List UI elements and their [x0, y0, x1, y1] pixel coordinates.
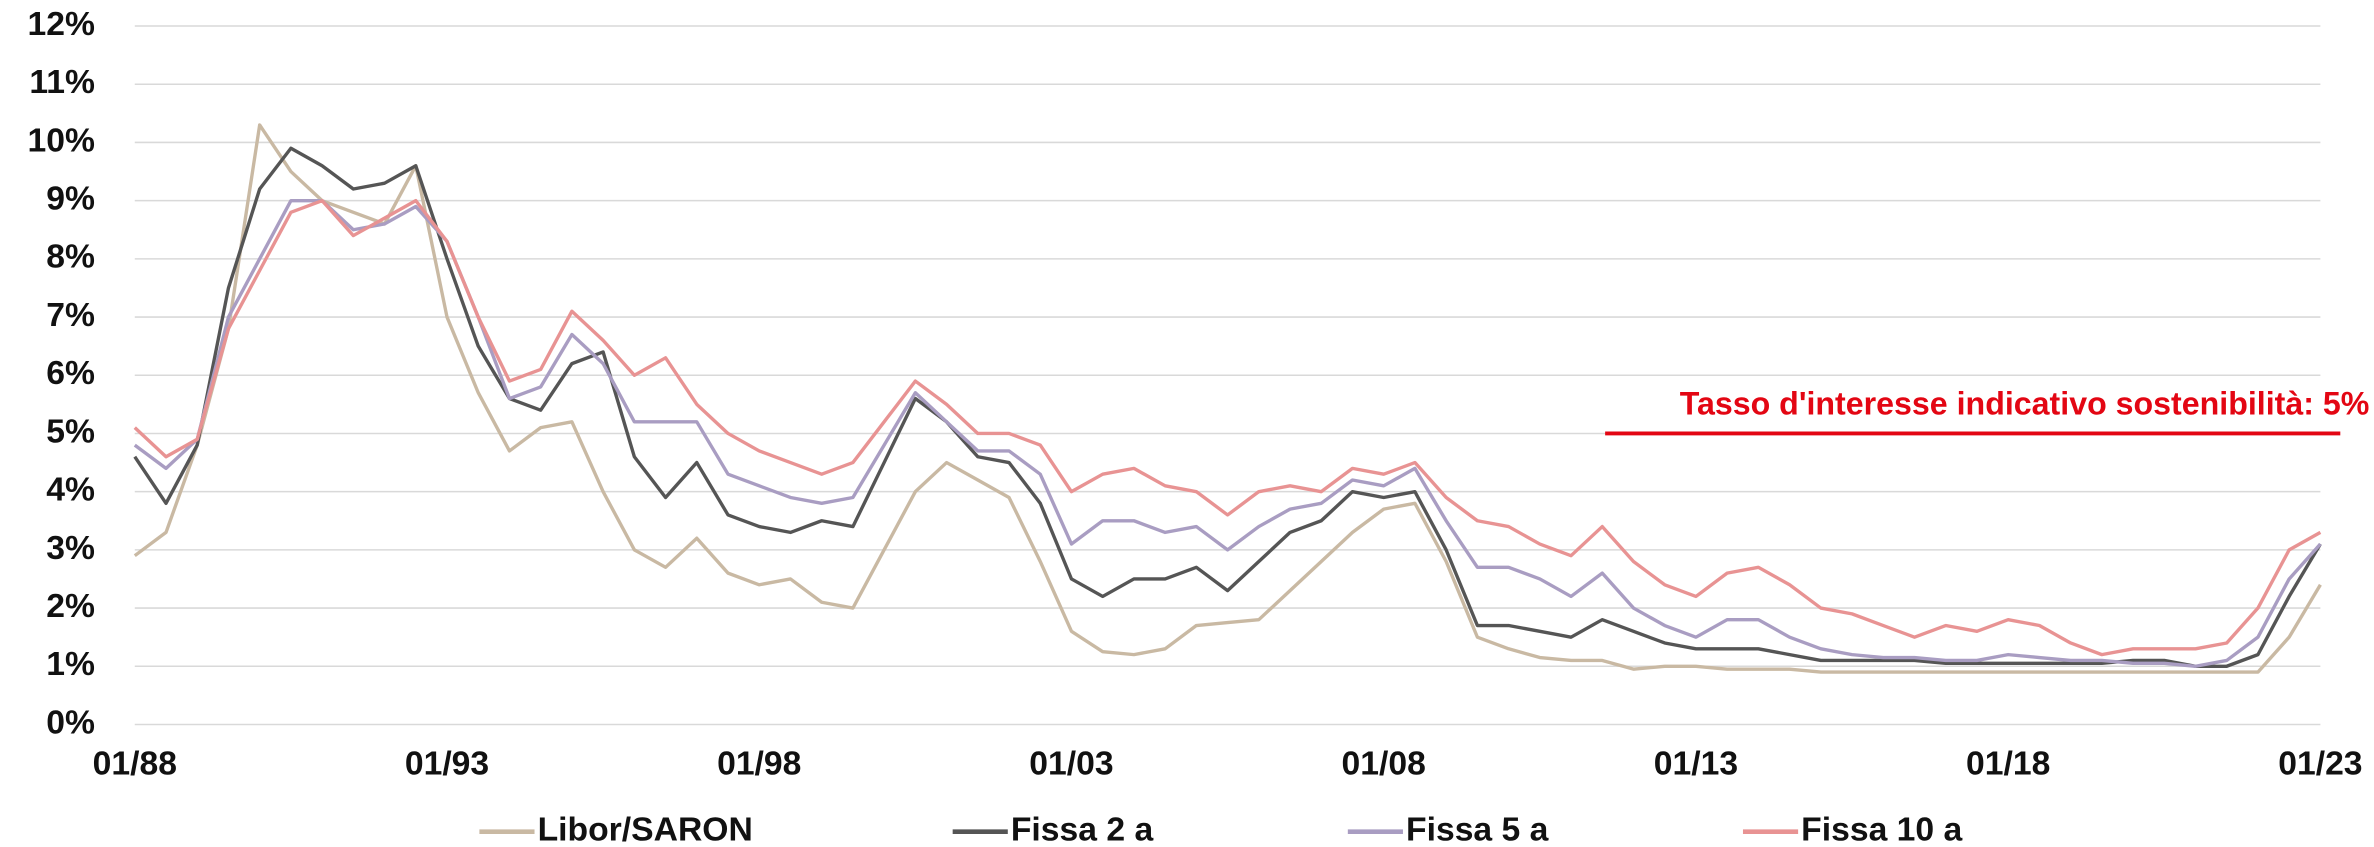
x-tick-label: 01/18: [1966, 746, 2050, 783]
y-tick-label: 9%: [46, 181, 95, 218]
legend-label: Fissa 5 a: [1406, 812, 1549, 847]
legend-label: Fissa 2 a: [1011, 812, 1154, 847]
y-tick-label: 6%: [46, 355, 95, 392]
y-tick-label: 4%: [46, 472, 95, 509]
series-line: [133, 198, 2322, 668]
x-tick-label: 01/88: [93, 746, 177, 783]
y-tick-label: 10%: [28, 122, 95, 159]
x-tick-label: 01/98: [717, 746, 801, 783]
legend-label: Libor/SARON: [538, 812, 753, 847]
y-tick-label: 1%: [46, 646, 95, 683]
series-line: [133, 146, 2322, 668]
y-tick-label: 0%: [46, 704, 95, 741]
series-line: [133, 123, 2322, 674]
y-tick-label: 11%: [29, 64, 95, 101]
y-tick-label: 2%: [46, 588, 95, 625]
y-tick-label: 7%: [46, 297, 95, 334]
y-tick-label: 12%: [28, 6, 95, 43]
x-tick-label: 01/23: [2278, 746, 2362, 783]
y-tick-label: 3%: [46, 530, 95, 567]
x-tick-label: 01/13: [1654, 746, 1738, 783]
legend-label: Fissa 10 a: [1801, 812, 1962, 847]
x-tick-label: 01/93: [405, 746, 489, 783]
x-tick-label: 01/03: [1029, 746, 1113, 783]
series-line: [133, 198, 2322, 657]
y-tick-label: 5%: [46, 413, 95, 450]
annotation: Tasso d'interesse indicativo sostenibili…: [1680, 385, 2370, 421]
y-tick-label: 8%: [46, 239, 95, 276]
x-tick-label: 01/08: [1342, 746, 1426, 783]
